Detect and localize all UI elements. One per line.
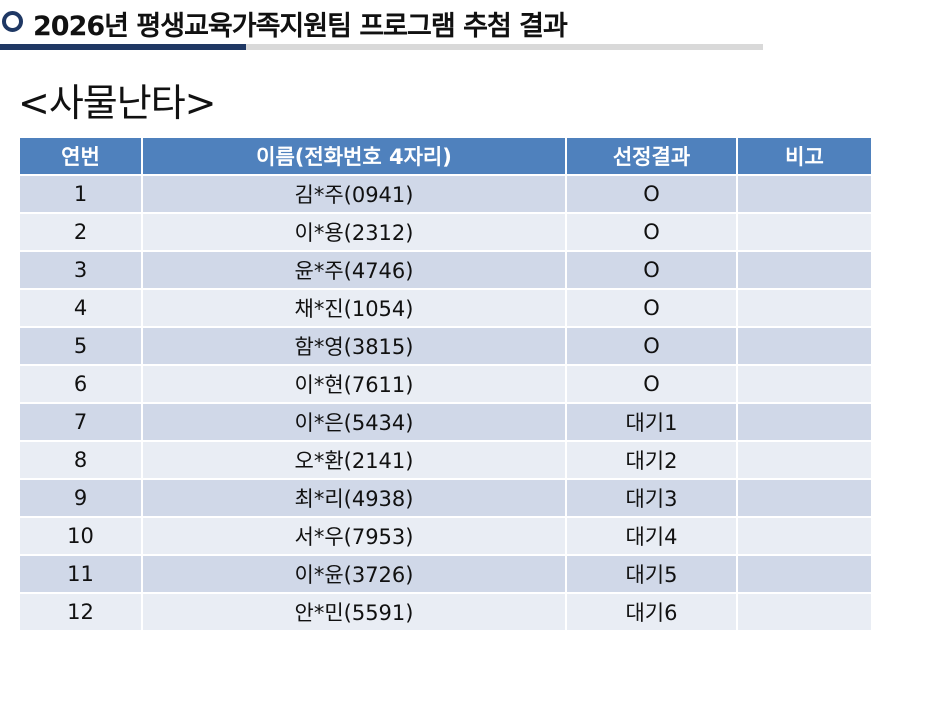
table-row: 5 함*영(3815) O [18,326,873,366]
section-title: <사물난타> [18,81,217,125]
cell-result: 대기4 [565,516,738,556]
cell-name: 최*리(4938) [141,478,567,518]
cell-result: 대기6 [565,592,738,632]
page-title: 2026년 평생교육가족지원팀 프로그램 추첨 결과 [33,11,568,42]
cell-name: 이*은(5434) [141,402,567,442]
cell-name: 채*진(1054) [141,288,567,328]
column-header-name: 이름(전화번호 4자리) [141,136,567,176]
cell-no: 6 [18,364,143,404]
cell-result: O [565,212,738,252]
cell-note [736,212,873,252]
cell-no: 11 [18,554,143,594]
table-row: 2 이*용(2312) O [18,212,873,252]
cell-name: 이*용(2312) [141,212,567,252]
cell-no: 1 [18,174,143,214]
cell-no: 8 [18,440,143,480]
cell-result: O [565,364,738,404]
cell-result: 대기1 [565,402,738,442]
column-header-no: 연번 [18,136,143,176]
table-row: 10 서*우(7953) 대기4 [18,516,873,556]
cell-result: O [565,174,738,214]
cell-note [736,592,873,632]
cell-result: 대기3 [565,478,738,518]
table-row: 8 오*환(2141) 대기2 [18,440,873,480]
cell-no: 2 [18,212,143,252]
cell-no: 12 [18,592,143,632]
table-row: 6 이*현(7611) O [18,364,873,404]
cell-name: 윤*주(4746) [141,250,567,290]
circle-bullet-icon [2,11,23,32]
cell-name: 오*환(2141) [141,440,567,480]
cell-result: O [565,250,738,290]
cell-note [736,288,873,328]
cell-note [736,250,873,290]
cell-no: 7 [18,402,143,442]
table-row: 9 최*리(4938) 대기3 [18,478,873,518]
cell-name: 이*윤(3726) [141,554,567,594]
table-row: 4 채*진(1054) O [18,288,873,328]
table-body: 1 김*주(0941) O 2 이*용(2312) O 3 윤*주(4746) O 4 채*진(10… [18,174,873,632]
cell-no: 4 [18,288,143,328]
table-row: 7 이*은(5434) 대기1 [18,402,873,442]
title-underline [246,44,763,50]
cell-no: 10 [18,516,143,556]
table-row: 12 안*민(5591) 대기6 [18,592,873,632]
cell-name: 이*현(7611) [141,364,567,404]
cell-result: 대기2 [565,440,738,480]
cell-name: 안*민(5591) [141,592,567,632]
title-underline-accent [0,44,246,50]
cell-name: 김*주(0941) [141,174,567,214]
cell-note [736,326,873,366]
cell-note [736,440,873,480]
table-row: 3 윤*주(4746) O [18,250,873,290]
cell-note [736,364,873,404]
cell-result: O [565,326,738,366]
cell-no: 5 [18,326,143,366]
table-header-row: 연번 이름(전화번호 4자리) 선정결과 비고 [18,136,873,176]
table-row: 1 김*주(0941) O [18,174,873,214]
cell-name: 함*영(3815) [141,326,567,366]
cell-note [736,174,873,214]
cell-note [736,554,873,594]
cell-note [736,402,873,442]
column-header-note: 비고 [736,136,873,176]
header: 2026년 평생교육가족지원팀 프로그램 추첨 결과 [0,0,948,44]
cell-note [736,516,873,556]
column-header-result: 선정결과 [565,136,738,176]
cell-note [736,478,873,518]
cell-name: 서*우(7953) [141,516,567,556]
table-row: 11 이*윤(3726) 대기5 [18,554,873,594]
cell-result: O [565,288,738,328]
cell-result: 대기5 [565,554,738,594]
results-table: 연번 이름(전화번호 4자리) 선정결과 비고 1 김*주(0941) O 2 이*용(… [18,136,873,632]
cell-no: 3 [18,250,143,290]
cell-no: 9 [18,478,143,518]
